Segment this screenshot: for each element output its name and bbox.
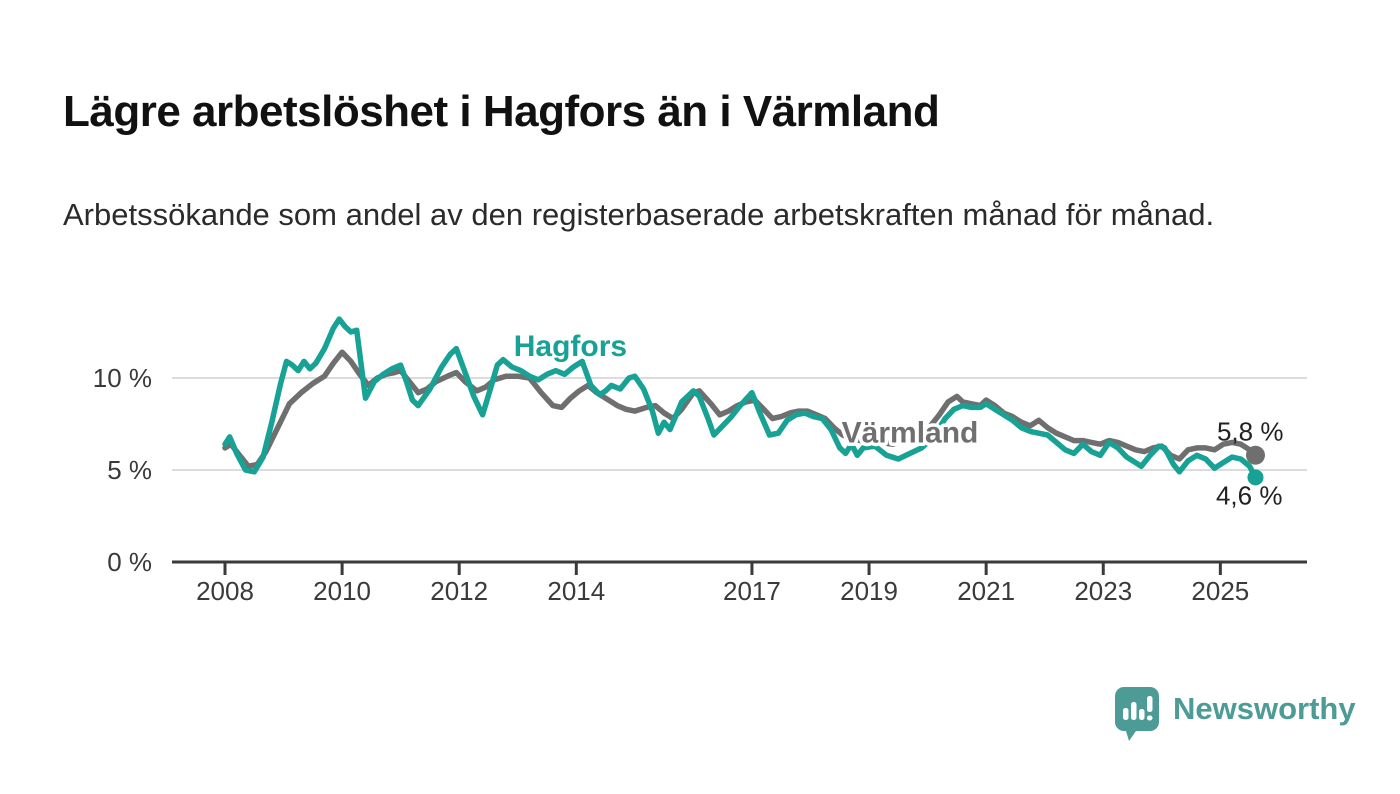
newsworthy-logo-icon — [1115, 687, 1159, 741]
hagfors-series-label: Hagfors — [514, 330, 627, 363]
y-axis-tick-label: 5 % — [107, 455, 152, 485]
hagfors-end-value-label: 4,6 % — [1216, 480, 1283, 510]
x-axis-tick-label: 2012 — [430, 576, 488, 606]
x-axis-tick-label: 2014 — [547, 576, 605, 606]
chart-subtitle: Arbetssökande som andel av den registerb… — [63, 197, 1215, 232]
värmland-end-dot — [1245, 445, 1265, 465]
x-axis-tick-label: 2008 — [196, 576, 254, 606]
page-title: Lägre arbetslöshet i Hagfors än i Värmla… — [63, 87, 940, 137]
bar-chart-glyph — [1123, 696, 1153, 721]
x-axis-tick-label: 2023 — [1074, 576, 1132, 606]
hagfors-end-dot — [1247, 469, 1264, 486]
x-axis-tick-label: 2021 — [957, 576, 1015, 606]
x-axis-tick-label: 2017 — [723, 576, 781, 606]
x-axis-tick-label: 2019 — [840, 576, 898, 606]
y-axis-tick-label: 0 % — [107, 547, 152, 577]
värmland-end-value-label: 5,8 % — [1217, 416, 1284, 446]
newsworthy-wordmark: Newsworthy — [1173, 691, 1356, 726]
newsworthy-brand: Newsworthy — [1114, 686, 1356, 743]
värmland-series-label: Värmland — [842, 416, 979, 449]
y-axis-tick-label: 10 % — [93, 363, 152, 393]
speech-bubble-shape — [1115, 687, 1159, 741]
x-axis-tick-label: 2010 — [313, 576, 371, 606]
x-axis-tick-label: 2025 — [1191, 576, 1249, 606]
hagfors-line — [222, 316, 1259, 481]
